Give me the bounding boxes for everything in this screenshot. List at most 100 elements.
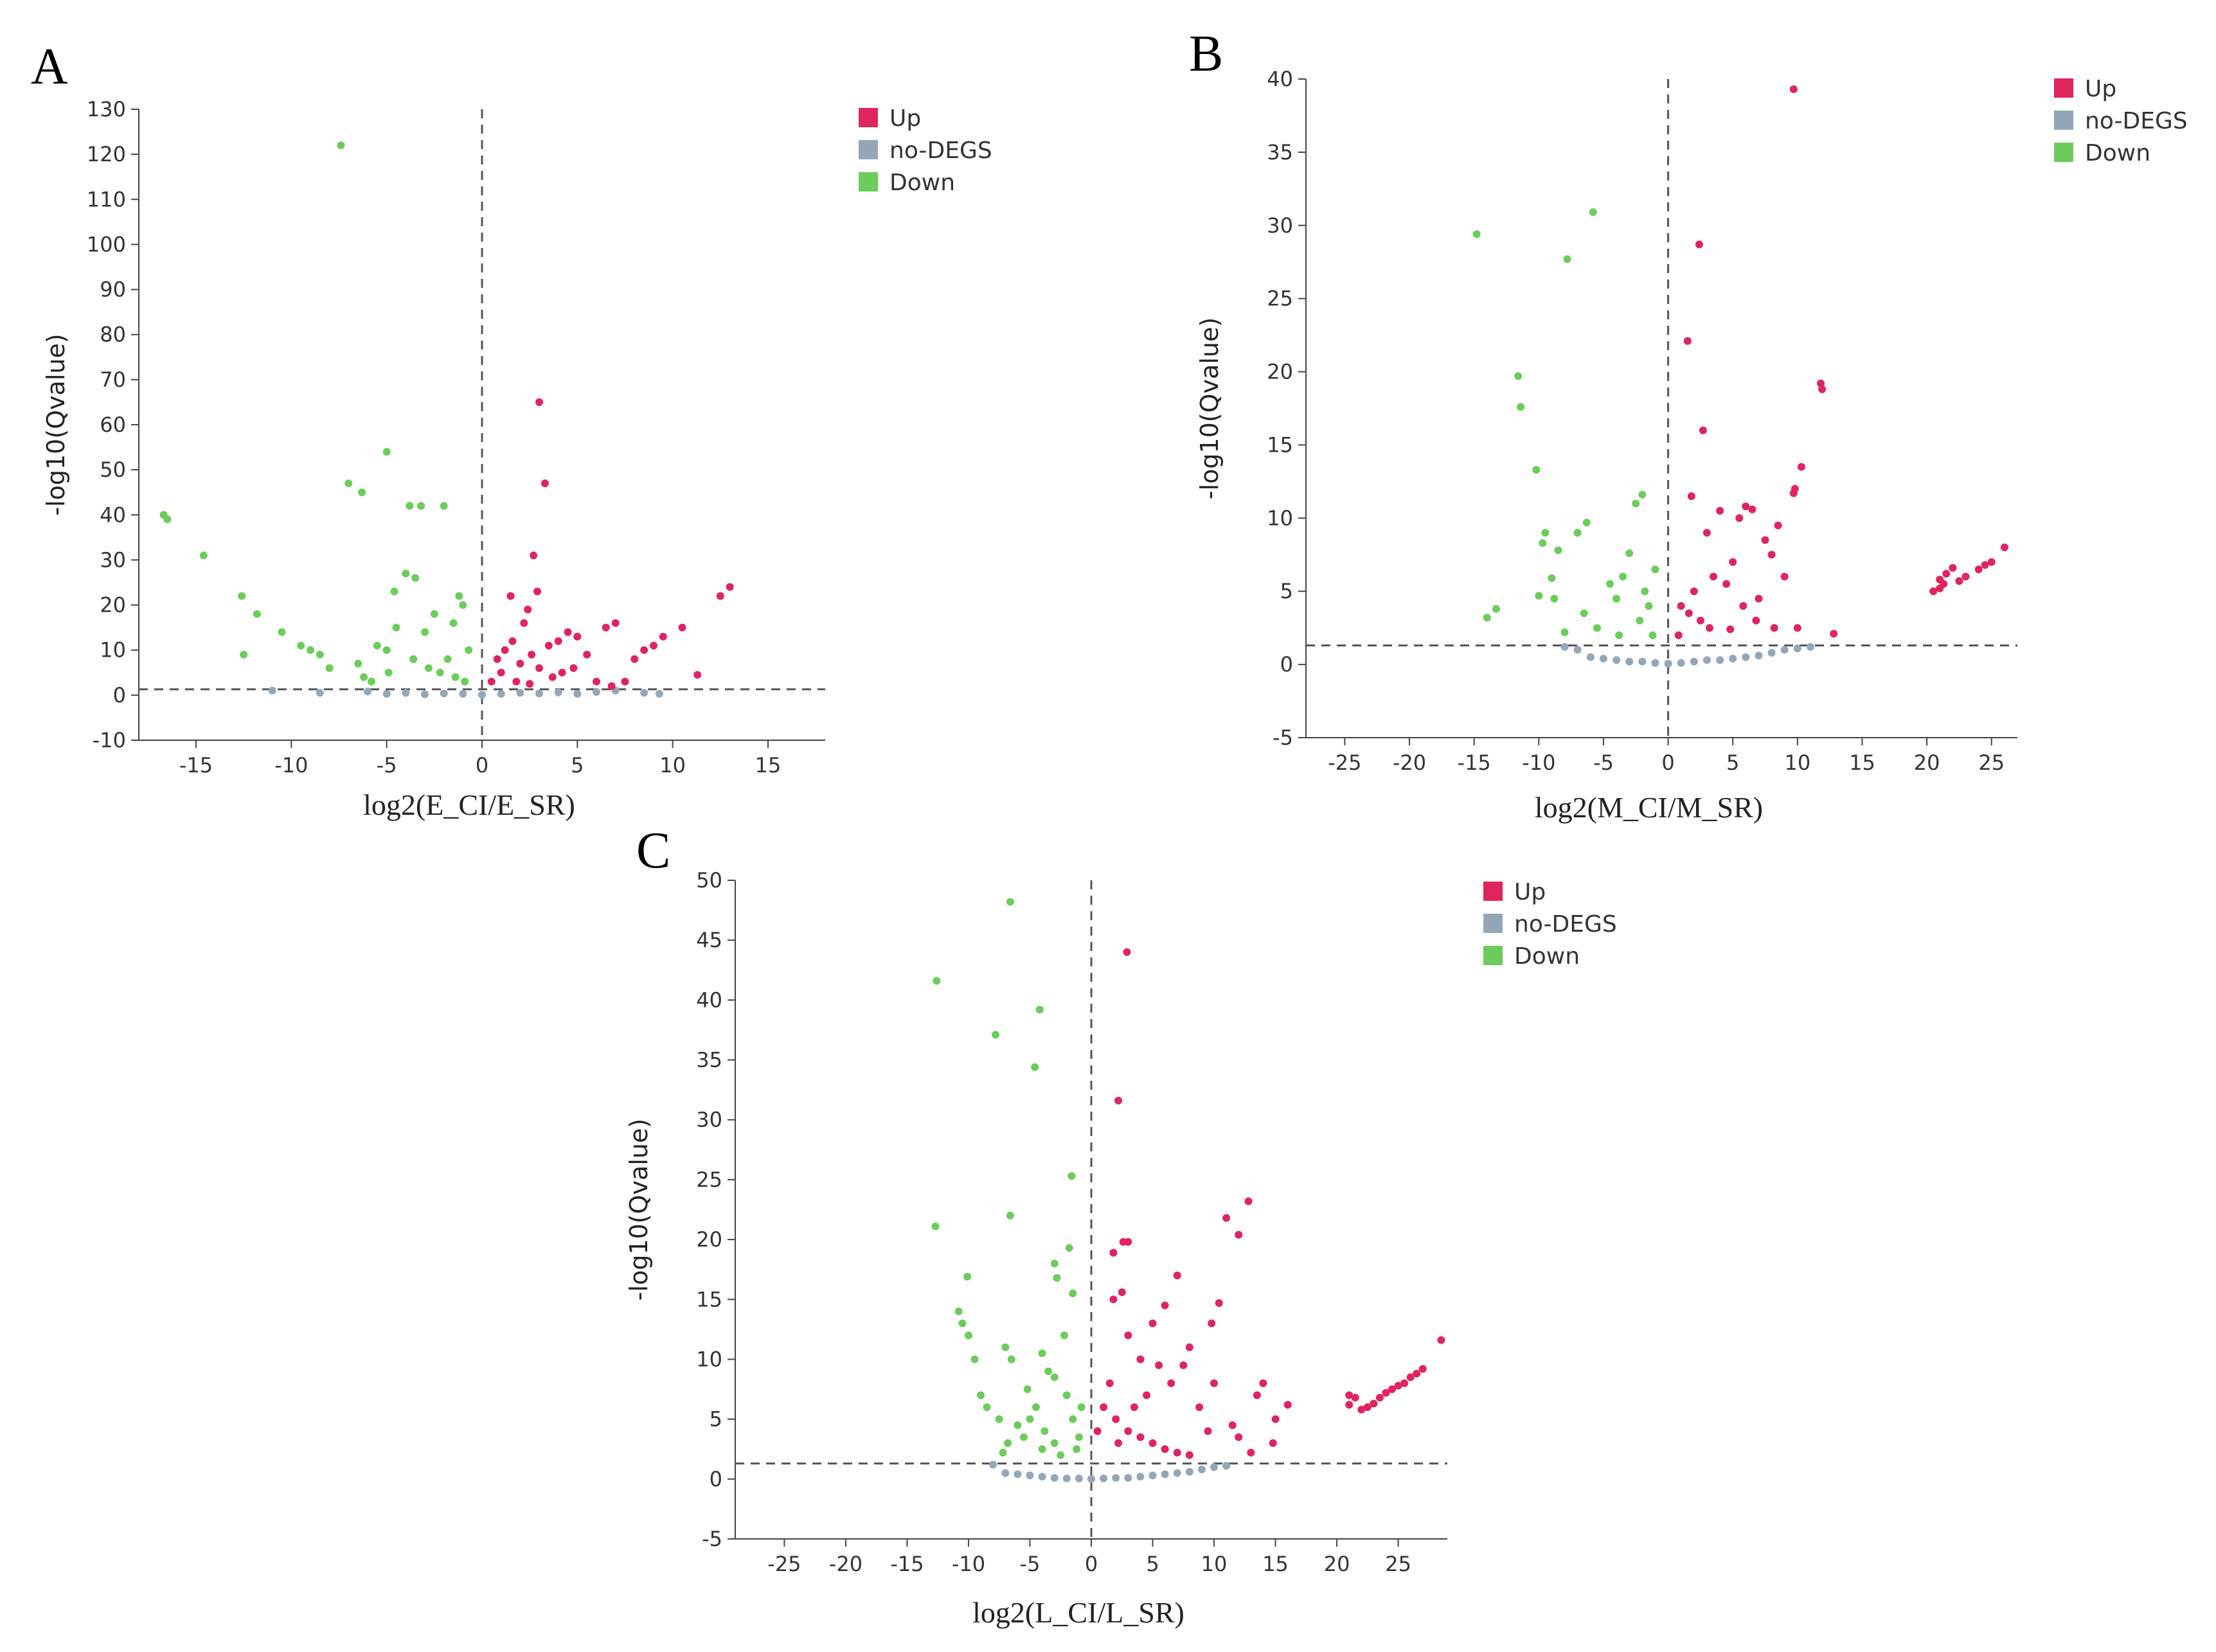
panel-c-point-up	[1123, 948, 1131, 956]
panel-b-point-down	[1492, 605, 1500, 613]
panel-c-point-up	[1179, 1361, 1188, 1369]
panel-b-point-up	[1987, 558, 1996, 566]
panel-c-point-up	[1124, 1427, 1132, 1435]
panel-c-point-up	[1161, 1445, 1169, 1453]
panel-c-point-up	[1204, 1427, 1212, 1435]
panel-a-x-tick-label: -15	[179, 753, 213, 777]
panel-a-point-no-degs	[421, 690, 429, 698]
panel-b-x-tick-label: 5	[1726, 751, 1739, 775]
panel-a-point-up	[558, 668, 566, 677]
panel-a-point-down	[240, 650, 248, 659]
panel-c-point-down	[1041, 1427, 1049, 1435]
panel-c-point-down	[1044, 1367, 1053, 1376]
panel-b-point-up	[1789, 85, 1798, 93]
panel-b-point-up	[1817, 379, 1825, 387]
panel-c-point-down	[1038, 1445, 1046, 1453]
panel-a-point-up	[602, 623, 610, 632]
panel-a-y-tick-label: 100	[87, 232, 126, 256]
panel-c-point-no-degs	[1136, 1473, 1145, 1481]
panel-b-point-down	[1649, 631, 1657, 639]
panel-a-point-up	[564, 628, 572, 636]
panel-c-point-down	[1060, 1331, 1068, 1340]
panel-c-point-up	[1105, 1379, 1114, 1387]
panel-b-point-down	[1535, 592, 1543, 600]
panel-b-point-up	[1942, 569, 1951, 578]
panel-c-y-tick-label: 20	[696, 1227, 722, 1252]
panel-c-point-up	[1114, 1096, 1122, 1105]
panel-b-point-up	[1677, 602, 1685, 610]
panel-c-point-no-degs	[1210, 1463, 1218, 1471]
panel-a-point-up	[535, 398, 543, 406]
panel-c-point-no-degs	[1197, 1465, 1206, 1473]
panel-a-legend-label-down: Down	[889, 170, 955, 196]
panel-c-x-axis-label: log2(L_CI/L_SR)	[972, 1596, 1184, 1629]
panel-b-point-up	[1974, 565, 1983, 574]
panel-b-point-up	[1729, 558, 1737, 566]
panel-c-point-down	[1038, 1349, 1046, 1358]
panel-a-point-no-degs	[640, 689, 648, 697]
panel-b-point-up	[1716, 506, 1724, 515]
panel-c-point-down	[1006, 898, 1014, 906]
panel-b-x-tick-label: -5	[1593, 751, 1614, 775]
panel-c-point-no-degs	[1222, 1462, 1231, 1470]
panel-a-point-down	[325, 664, 334, 672]
panel-a-point-no-degs	[497, 689, 505, 698]
panel-c-point-up	[1185, 1451, 1193, 1459]
panel-b-legend-label-down: Down	[2085, 140, 2150, 166]
panel-c-point-up	[1375, 1394, 1384, 1402]
panel-a-point-up	[726, 583, 734, 591]
panel-c-point-up	[1235, 1433, 1243, 1441]
panel-c-x-tick-label: 0	[1085, 1552, 1098, 1576]
panel-b-point-up	[1761, 536, 1769, 544]
panel-a-point-down	[440, 502, 448, 510]
panel-a-point-down	[382, 448, 391, 456]
panel-c-point-up	[1228, 1421, 1237, 1429]
panel-b-point-no-degs	[1716, 656, 1724, 664]
panel-c-point-up	[1222, 1214, 1231, 1222]
panel-c-point-up	[1437, 1336, 1445, 1344]
panel-c-point-up	[1394, 1381, 1402, 1390]
panel-c-point-down	[1019, 1433, 1028, 1441]
panel-b-point-down	[1514, 372, 1523, 380]
panel-a-point-up	[583, 650, 591, 659]
panel-a-point-down	[382, 646, 391, 654]
panel-b-point-no-degs	[1729, 655, 1737, 662]
panel-c-x-tick-label: -25	[767, 1552, 801, 1576]
panel-a-point-up	[516, 659, 524, 668]
panel-a-point-up	[593, 677, 600, 686]
panel-c-legend-swatch-no-degs	[1483, 914, 1503, 933]
panel-c-point-up	[1167, 1379, 1175, 1387]
panel-a-point-down	[384, 668, 393, 677]
panel-c-x-tick-label: -5	[1020, 1552, 1041, 1576]
panel-c-point-down	[1014, 1421, 1022, 1429]
panel-a-point-down	[199, 551, 208, 560]
panel-a-point-up	[630, 655, 639, 663]
panel-a-point-down	[316, 650, 324, 659]
panel-b-point-down	[1613, 594, 1621, 603]
panel-b-point-no-degs	[1742, 653, 1750, 661]
panel-a-point-down	[402, 569, 410, 578]
panel-b-point-no-degs	[1560, 643, 1569, 651]
panel-a-point-down	[367, 677, 375, 686]
panel-b-point-down	[1625, 549, 1634, 557]
panel-b-point-down	[1554, 546, 1562, 555]
panel-a-point-up	[650, 641, 657, 650]
panel-c-point-up	[1210, 1379, 1218, 1387]
panel-a-point-no-degs	[268, 686, 276, 695]
panel-b-point-up	[1722, 580, 1731, 588]
panel-c-x-tick-label: 20	[1324, 1552, 1350, 1576]
panel-b-point-no-degs	[1599, 655, 1607, 662]
panel-c-point-up	[1370, 1399, 1378, 1408]
panel-b-point-up	[1818, 385, 1827, 393]
panel-b-point-up	[1726, 625, 1735, 634]
panel-b-point-up	[1699, 426, 1707, 434]
panel-b-point-no-degs	[1793, 644, 1801, 653]
panel-a-point-down	[337, 141, 345, 150]
panel-b-point-down	[1483, 614, 1491, 622]
panel-c-point-up	[1148, 1439, 1157, 1447]
panel-c-point-no-degs	[1087, 1475, 1095, 1483]
panel-c-point-down	[1068, 1172, 1076, 1180]
panel-b-point-down	[1472, 230, 1481, 238]
panel-b-y-tick-label: 30	[1267, 213, 1293, 238]
